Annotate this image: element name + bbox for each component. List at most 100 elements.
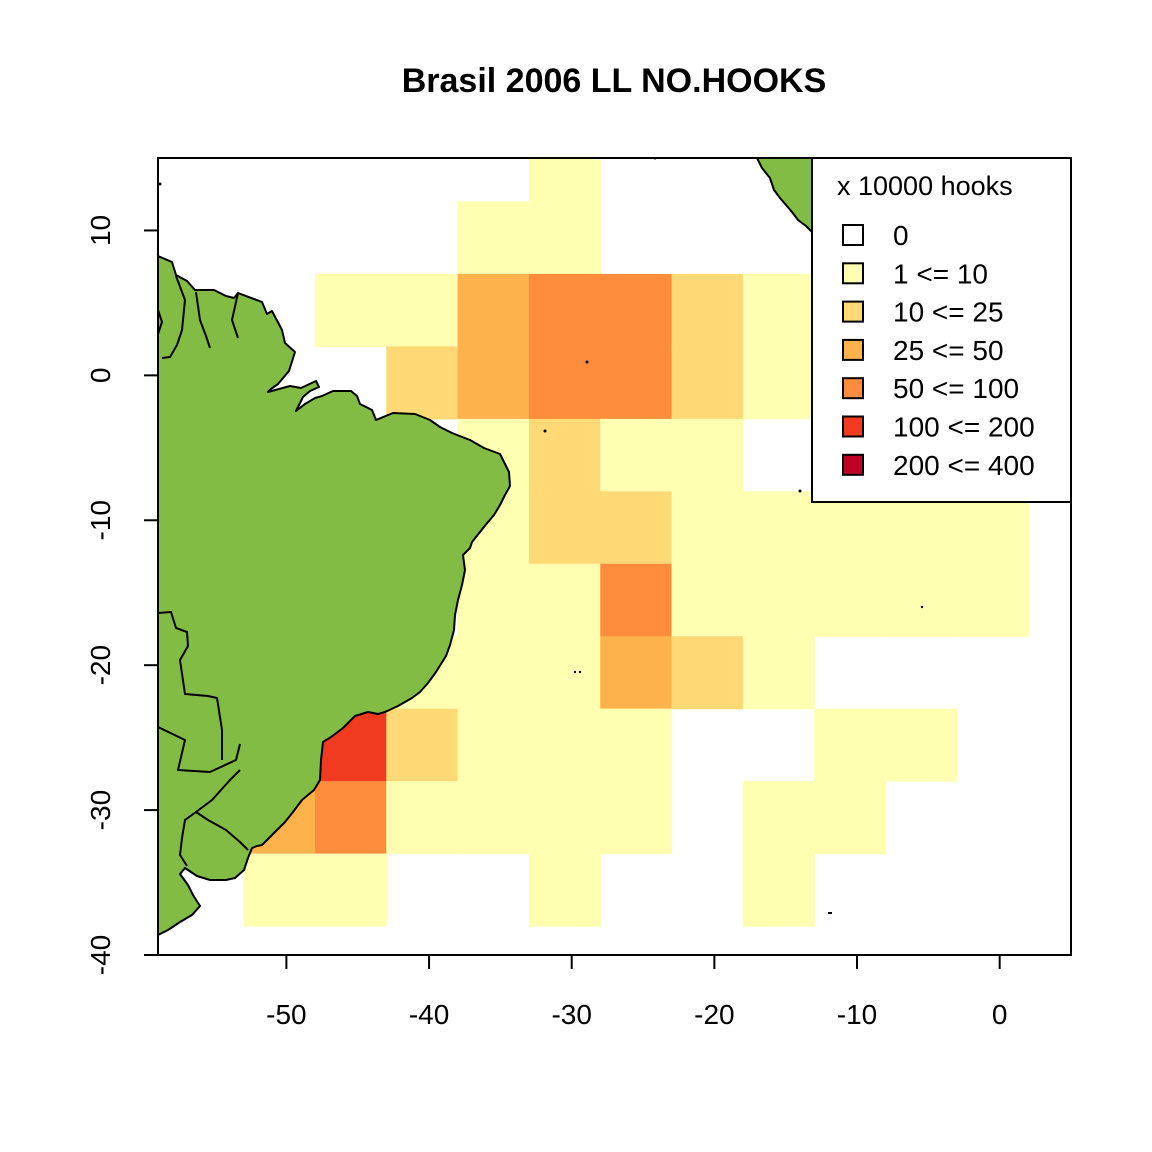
heatmap-cell — [457, 563, 530, 637]
heatmap-cell — [600, 491, 673, 565]
islands — [158, 158, 924, 914]
border-uruguay — [195, 811, 249, 851]
heatmap-cell — [600, 563, 673, 637]
island-marker — [578, 670, 582, 674]
heatmap-cell — [528, 853, 601, 927]
island-marker — [798, 489, 802, 493]
heatmap-cell — [457, 273, 530, 347]
island-marker — [920, 605, 924, 609]
heatmap-cell — [814, 491, 887, 565]
legend-label: 100 <= 200 — [893, 412, 1035, 443]
heatmap-cell — [742, 636, 815, 710]
land-masses — [158, 158, 813, 936]
border-guianas — [161, 275, 186, 359]
heatmap-cell — [528, 158, 601, 203]
africa-coast — [756, 158, 813, 233]
legend-label: 50 <= 100 — [893, 373, 1019, 404]
heatmap-cell — [885, 563, 958, 637]
y-tick-label: -10 — [85, 500, 116, 540]
y-tick-label: 10 — [85, 215, 116, 246]
heatmap-cell — [314, 781, 387, 855]
heatmap-cell — [457, 781, 530, 855]
heatmap-cell — [600, 273, 673, 347]
island-marker — [828, 912, 832, 914]
heatmap-cell — [386, 273, 459, 347]
map-title: Brasil 2006 LL NO.HOOKS — [402, 62, 827, 100]
heatmap-cell — [457, 346, 530, 420]
heatmap-cell — [814, 563, 887, 637]
heatmap-cell — [742, 563, 815, 637]
border-suriname — [195, 291, 211, 349]
heatmap-cell — [742, 273, 815, 347]
legend-swatch — [842, 262, 864, 285]
heatmap-cell — [671, 563, 744, 637]
legend: x 10000 hooks 0 1 <= 10 10 <= 25 25 <= 50 50… — [811, 157, 1072, 503]
heatmap-cell — [671, 418, 744, 492]
legend-label: 1 <= 10 — [893, 258, 988, 289]
heatmap-cell — [600, 636, 673, 710]
heatmap-cell — [671, 273, 744, 347]
heatmap-cell — [528, 491, 601, 565]
heatmap-cell — [671, 636, 744, 710]
south-america-landmass — [158, 255, 511, 936]
y-tick-label: -40 — [85, 935, 116, 975]
island-marker — [573, 670, 577, 674]
heatmap-cell — [528, 201, 601, 275]
legend-swatch — [842, 300, 864, 323]
heatmap-cell — [386, 781, 459, 855]
x-tick-label: -10 — [837, 999, 877, 1030]
heatmap-cell — [457, 708, 530, 782]
legend-label: 25 <= 50 — [893, 335, 1004, 366]
border-paraguay-bolivia — [158, 611, 223, 760]
heatmap-cell — [956, 563, 1029, 637]
x-tick-label: -50 — [266, 999, 306, 1030]
heatmap-cell — [457, 636, 530, 710]
border-venezuela — [158, 309, 163, 335]
legend-items: 0 1 <= 10 10 <= 25 25 <= 50 50 <= 100 100 <= … — [842, 220, 1035, 481]
heatmap-cell — [814, 781, 887, 855]
heatmap-cell — [314, 853, 387, 927]
legend-label: 10 <= 25 — [893, 297, 1004, 328]
heatmap-cell — [742, 346, 815, 420]
island-marker — [158, 182, 162, 186]
heatmap-cell — [671, 491, 744, 565]
island-marker — [585, 360, 589, 364]
legend-label: 200 <= 400 — [893, 450, 1035, 481]
y-tick-label: -20 — [85, 645, 116, 685]
legend-swatch — [842, 415, 864, 438]
heatmap-cell — [386, 346, 459, 420]
legend-swatch — [842, 453, 864, 476]
heatmap-cell — [528, 273, 601, 347]
heatmap-cell — [885, 491, 958, 565]
legend-swatch — [842, 224, 864, 246]
heatmap-cell — [528, 781, 601, 855]
heatmap-cell — [956, 491, 1029, 565]
heatmap-cell — [528, 346, 601, 420]
heatmap-cell — [814, 708, 887, 782]
heatmap-cell — [742, 853, 815, 927]
x-tick-label: -30 — [551, 999, 591, 1030]
heatmap-cell — [600, 346, 673, 420]
y-axis: -40 -30 -20 -10 0 10 — [85, 215, 159, 975]
x-axis: -50 -40 -30 -20 -10 0 — [266, 954, 1007, 1030]
heatmap-cell — [386, 708, 459, 782]
legend-swatch — [842, 377, 864, 400]
heatmap-cell — [314, 273, 387, 347]
border-paraguay — [158, 726, 241, 773]
heatmap-cell — [600, 418, 673, 492]
legend-title: x 10000 hooks — [837, 171, 1013, 201]
heatmap-cell — [742, 491, 815, 565]
y-tick-label: 0 — [85, 368, 116, 384]
heatmap-cell — [528, 418, 601, 492]
heatmap-cell — [243, 853, 316, 927]
x-tick-label: -40 — [409, 999, 449, 1030]
border-french-guiana — [231, 292, 239, 339]
heatmap-cell — [528, 563, 601, 637]
heatmap-cell — [885, 708, 958, 782]
border-argentina-uruguay — [179, 769, 241, 867]
country-borders — [158, 275, 249, 867]
heatmap-cell — [600, 781, 673, 855]
heatmap-cell — [528, 708, 601, 782]
y-tick-label: -30 — [85, 790, 116, 830]
legend-box — [811, 157, 1072, 503]
